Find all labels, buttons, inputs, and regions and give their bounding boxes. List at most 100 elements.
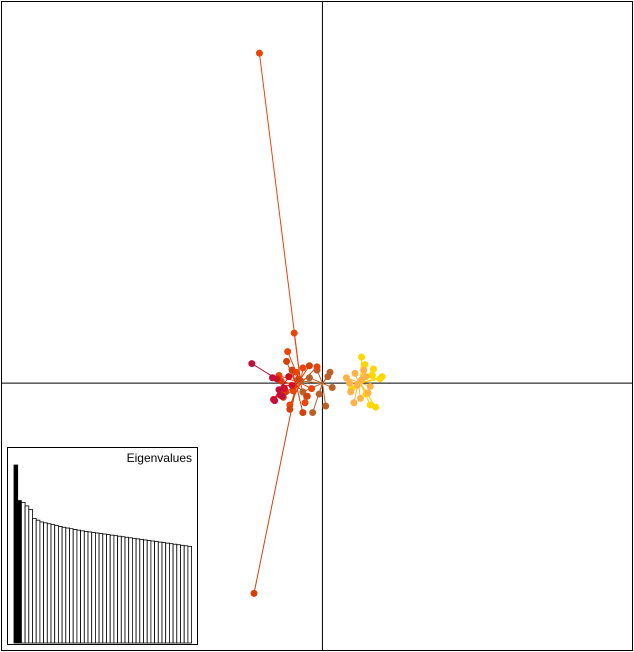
group-5-point-5 xyxy=(288,381,296,389)
eigenvalue-bar-17 xyxy=(76,529,82,644)
eigenvalue-bar-21 xyxy=(91,532,96,644)
eigenvalue-bar-36 xyxy=(146,540,152,644)
eigenvalue-bar-29 xyxy=(120,536,126,644)
eigenvalue-bar-22 xyxy=(95,532,100,644)
group-2-spoke-4 xyxy=(321,383,327,407)
eigenvalue-bar-44 xyxy=(176,544,181,644)
eigenvalue-bar-27 xyxy=(113,535,119,644)
scatter-points xyxy=(248,49,386,597)
group-0-point-3 xyxy=(366,401,374,409)
eigenvalue-bar-39 xyxy=(157,541,163,644)
eigenvalue-bar-12 xyxy=(58,526,63,644)
eigenvalue-bar-25 xyxy=(106,534,111,644)
eigenvalue-bar-1 xyxy=(17,500,22,644)
group-6-point-1 xyxy=(271,397,279,405)
eigenvalue-bar-0 xyxy=(13,464,19,644)
eigenvalue-bar-10 xyxy=(50,524,56,644)
group-2-point-6 xyxy=(299,388,307,396)
group-2-point-4 xyxy=(322,402,330,410)
eigenvalue-bar-43 xyxy=(172,543,178,644)
group-1-point-10 xyxy=(364,389,372,397)
eigenvalues-title: Eigenvalues xyxy=(127,451,192,465)
group-1-point-1 xyxy=(347,388,355,396)
eigenvalue-bar-45 xyxy=(180,544,185,644)
eigenvalue-bar-42 xyxy=(168,543,174,644)
eigenvalues-inset: Eigenvalues xyxy=(7,447,198,645)
group-3-point-8 xyxy=(308,385,316,393)
eigenvalue-bar-3 xyxy=(24,505,30,644)
group-1-point-5 xyxy=(366,382,374,390)
group-6-point-4 xyxy=(278,392,286,400)
eigenvalue-bar-2 xyxy=(20,501,26,644)
eigenvalue-bar-32 xyxy=(131,537,137,644)
group-4-point-0 xyxy=(250,589,258,597)
eigenvalue-bar-46 xyxy=(183,545,189,644)
eigenvalue-bar-31 xyxy=(128,537,133,644)
group-2-point-8 xyxy=(326,368,334,376)
group-2-point-7 xyxy=(305,374,313,382)
group-1-point-11 xyxy=(358,376,366,384)
group-4-point-7 xyxy=(303,392,311,400)
group-0-point-5 xyxy=(376,375,384,383)
group-2-point-3 xyxy=(315,390,323,398)
group-5-point-3 xyxy=(285,373,293,381)
group-1-point-6 xyxy=(350,399,358,407)
eigenvalue-bar-9 xyxy=(46,523,52,644)
group-3-point-3 xyxy=(299,364,307,372)
group-0-point-6 xyxy=(361,361,369,369)
eigenvalue-bar-24 xyxy=(102,533,107,644)
group-1-point-2 xyxy=(351,369,359,377)
eigenvalue-bar-35 xyxy=(143,539,148,644)
group-3-spoke-0 xyxy=(258,53,302,384)
eigenvalue-bar-34 xyxy=(139,539,144,644)
group-4-point-9 xyxy=(288,366,296,374)
eigenvalue-bar-38 xyxy=(154,541,159,644)
eigenvalue-bar-20 xyxy=(87,531,93,644)
group-1-point-8 xyxy=(353,381,361,389)
group-4-point-4 xyxy=(305,362,313,370)
eigenvalue-bar-4 xyxy=(28,509,33,644)
eigenvalue-bar-19 xyxy=(83,530,89,644)
eigenvalue-bar-6 xyxy=(35,519,41,644)
group-3-point-10 xyxy=(301,399,309,407)
group-3-point-1 xyxy=(290,329,298,337)
group-6-point-3 xyxy=(275,386,283,394)
eigenvalue-bar-40 xyxy=(161,542,167,644)
group-4-point-1 xyxy=(283,357,291,365)
group-3-spoke-1 xyxy=(293,333,302,384)
eigenvalue-bar-15 xyxy=(69,528,74,644)
eigenvalue-bar-7 xyxy=(39,521,45,644)
group-5-point-2 xyxy=(280,385,288,393)
group-4-point-3 xyxy=(299,409,307,417)
eigenvalue-bar-8 xyxy=(43,522,48,644)
eigenvalue-bar-14 xyxy=(65,527,70,644)
eigenvalue-bars xyxy=(13,464,192,644)
group-2-spoke-5 xyxy=(312,383,323,413)
eigenvalue-bar-16 xyxy=(72,529,78,644)
eigenvalue-bar-5 xyxy=(32,518,37,644)
eigenvalue-bar-47 xyxy=(187,545,192,644)
group-1-point-7 xyxy=(360,366,368,374)
eigenvalue-bar-37 xyxy=(150,540,155,644)
eigenvalue-bar-11 xyxy=(54,525,59,644)
group-1-point-0 xyxy=(342,374,350,382)
group-2-point-5 xyxy=(309,409,317,417)
eigenvalue-bar-41 xyxy=(165,542,170,644)
group-3-point-2 xyxy=(284,348,292,356)
eigenvalue-bar-13 xyxy=(61,526,67,644)
eigenvalue-bar-23 xyxy=(98,533,104,644)
group-0-point-1 xyxy=(369,365,377,373)
group-4-spoke-0 xyxy=(253,385,297,594)
group-0-point-9 xyxy=(368,372,376,380)
group-3-point-6 xyxy=(289,387,297,395)
group-2-point-2 xyxy=(328,384,336,392)
eigenvalue-bar-33 xyxy=(135,538,141,644)
eigenvalue-bar-30 xyxy=(124,536,130,644)
group-4-point-6 xyxy=(295,375,303,383)
group-1-point-3 xyxy=(356,394,364,402)
group-2-spoke-9 xyxy=(300,380,323,384)
group-0-point-0 xyxy=(358,353,366,361)
group-3-point-4 xyxy=(313,363,321,371)
group-3-point-0 xyxy=(255,49,263,57)
